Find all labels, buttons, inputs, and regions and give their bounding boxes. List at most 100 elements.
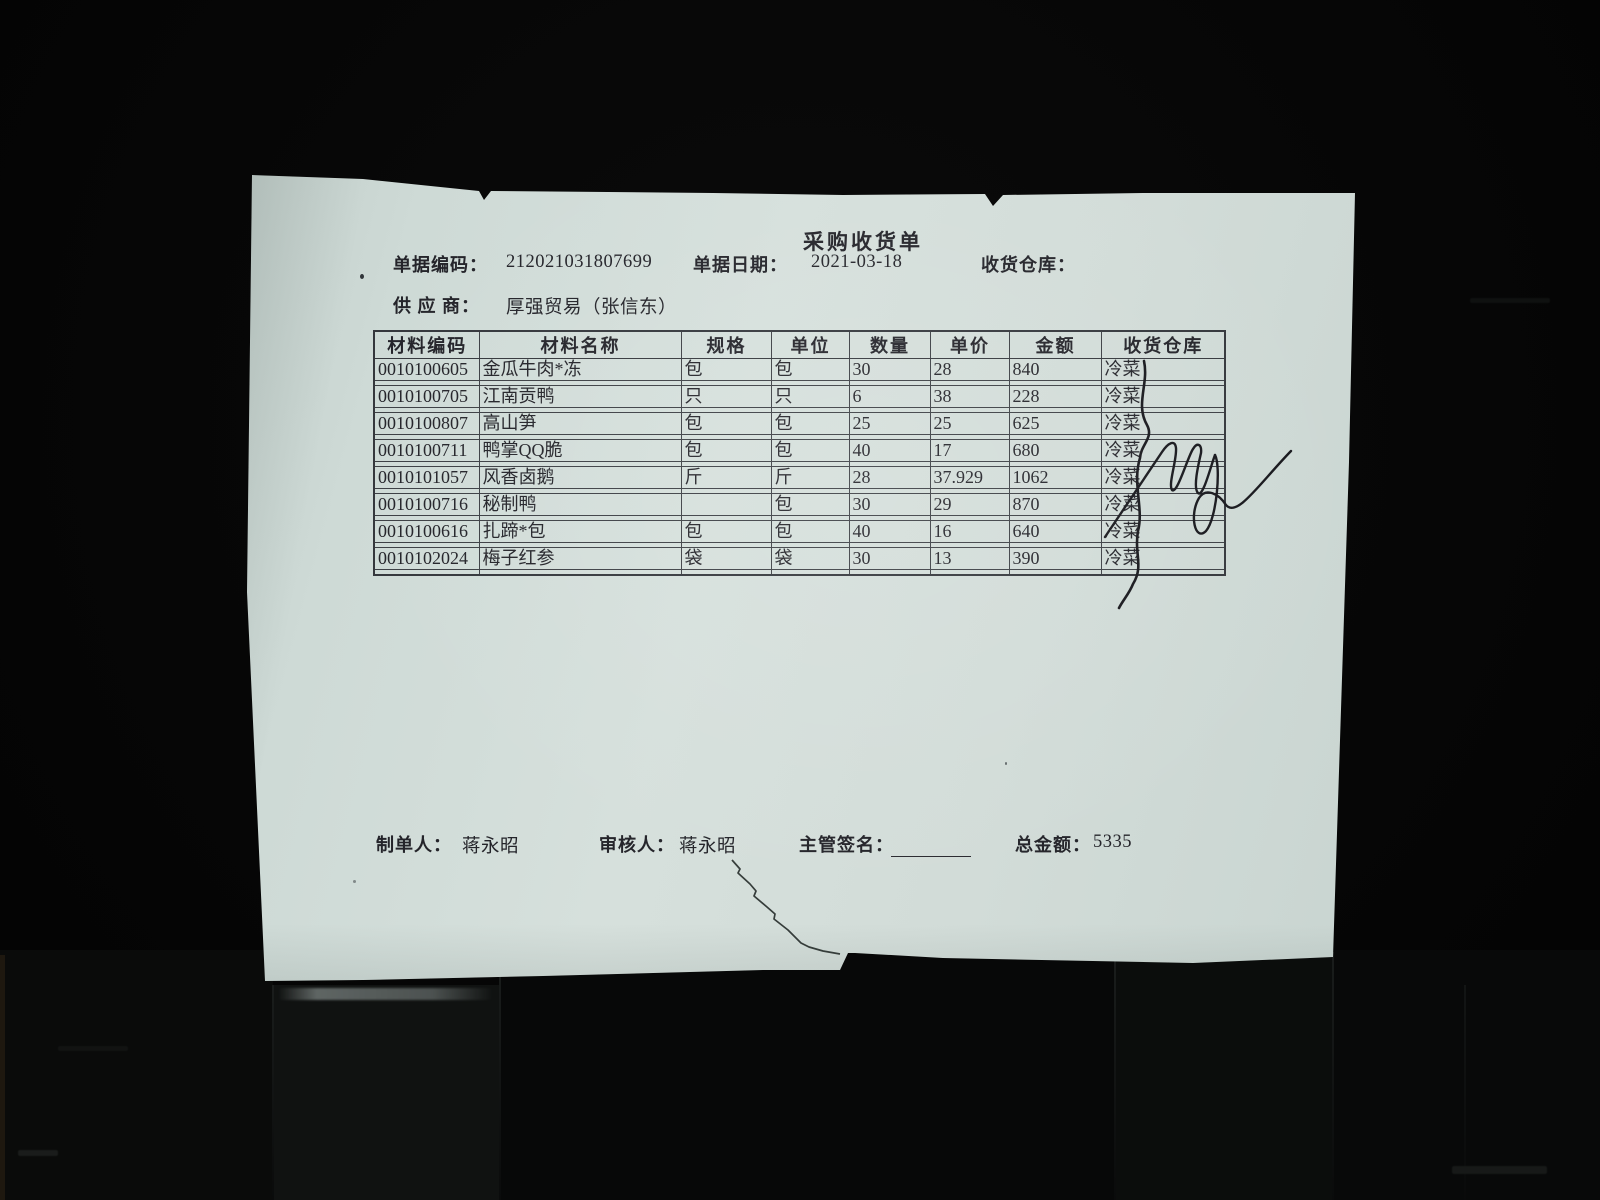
- background-panel: [1333, 950, 1600, 1200]
- doc-title: 采购收货单: [803, 230, 923, 254]
- table-cell: 包: [680, 358, 772, 381]
- maker-label: 制单人：: [376, 835, 452, 855]
- table-cell: 只: [680, 385, 772, 408]
- panel-edge: [1464, 985, 1466, 1200]
- table-cell: 390: [1008, 547, 1102, 570]
- table-cell: 25: [929, 412, 1010, 435]
- column-header: 数量: [848, 330, 931, 359]
- table-cell: 江南贡鸭: [478, 385, 682, 408]
- table-cell: 冷菜: [1100, 385, 1226, 408]
- table-cell: 包: [680, 520, 772, 543]
- table-cell: 28: [848, 466, 931, 489]
- table-cell: 冷菜: [1100, 547, 1226, 570]
- table-cell: 228: [1008, 385, 1102, 408]
- background-edge-sliver: [0, 955, 5, 1200]
- column-header: 材料编码: [373, 330, 480, 359]
- table-cell: 冷菜: [1100, 439, 1226, 462]
- table-cell: 包: [770, 493, 850, 516]
- table-cell: 袋: [770, 547, 850, 570]
- table-cell: 13: [929, 547, 1010, 570]
- background-mark: [58, 1046, 128, 1051]
- column-header: 单位: [770, 330, 850, 359]
- supplier-label: 供 应 商：: [393, 296, 480, 316]
- table-cell: 0010101057: [373, 466, 480, 489]
- table-cell: 梅子红参: [478, 547, 682, 570]
- table-cell: 25: [848, 412, 931, 435]
- table-cell: 包: [770, 439, 850, 462]
- column-header: 规格: [680, 330, 772, 359]
- table-cell: 包: [770, 412, 850, 435]
- column-header: 金额: [1008, 330, 1102, 359]
- table-cell: 0010100705: [373, 385, 480, 408]
- table-cell: 袋: [680, 547, 772, 570]
- table-cell: 840: [1008, 358, 1102, 381]
- table-row: 0010100716 秘制鸭 包 30 29 870 冷菜: [373, 493, 1226, 516]
- table-cell: 冷菜: [1100, 358, 1226, 381]
- table-cell: 37.929: [929, 466, 1010, 489]
- table-cell: 只: [770, 385, 850, 408]
- table-cell: 1062: [1008, 466, 1102, 489]
- signature-blank-line: [891, 838, 971, 857]
- table-cell: 鸭掌QQ脆: [478, 439, 682, 462]
- table-cell: 625: [1008, 412, 1102, 435]
- auditor-value: 蒋永昭: [679, 837, 737, 857]
- signature-ink: [1103, 359, 1293, 610]
- column-header: 材料名称: [478, 330, 682, 359]
- table-header-row: 材料编码 材料名称 规格 单位 数量 单价 金额 收货仓库: [373, 330, 1226, 359]
- table-cell: 冷菜: [1100, 493, 1226, 516]
- panel-edge: [499, 962, 501, 1200]
- background-mark: [1470, 298, 1550, 303]
- table-cell: 640: [1008, 520, 1102, 543]
- table-cell: 0010100711: [373, 439, 480, 462]
- table-cell: 30: [848, 358, 931, 381]
- table-cell: 秘制鸭: [478, 493, 682, 516]
- table-cell: 斤: [680, 466, 772, 489]
- table-cell: 冷菜: [1100, 520, 1226, 543]
- total-value: 5335: [1093, 832, 1132, 852]
- background-panel: [500, 960, 1115, 1200]
- maker-value: 蒋永昭: [462, 837, 520, 857]
- table-cell: 0010102024: [373, 547, 480, 570]
- table-cell: 16: [929, 520, 1010, 543]
- panel-edge: [272, 985, 274, 1200]
- doc-warehouse-label: 收货仓库：: [981, 255, 1076, 275]
- items-table: 材料编码 材料名称 规格 单位 数量 单价 金额 收货仓库 0010100605 金瓜牛肉*冻包包…: [373, 330, 1226, 576]
- receipt-paper: 采购收货单 单据编码： 212021031807699 单据日期： 2021-0…: [247, 175, 1355, 981]
- table-row: 0010100711 鸭掌QQ脆包包 40 17 680 冷菜: [373, 439, 1226, 462]
- background-mark: [18, 1150, 58, 1156]
- table-cell: 0010100807: [373, 412, 480, 435]
- column-header: 收货仓库: [1100, 330, 1226, 359]
- table-cell: 包: [770, 520, 850, 543]
- table-row: 0010100807 高山笋包包 25 25 625 冷菜: [373, 412, 1226, 435]
- row-spacer-line: [373, 569, 1226, 575]
- panel-edge: [1114, 958, 1116, 1200]
- table-cell: 40: [848, 520, 931, 543]
- table-row: 0010100616 扎蹄*包包包 40 16 640 冷菜: [373, 520, 1226, 543]
- table-cell: 包: [680, 439, 772, 462]
- table-cell: 6: [848, 385, 931, 408]
- column-header: 单价: [929, 330, 1010, 359]
- background-panel: [0, 950, 273, 1200]
- table-cell: 金瓜牛肉*冻: [478, 358, 682, 381]
- table-cell: 冷菜: [1100, 412, 1226, 435]
- panel-edge: [1332, 952, 1334, 1200]
- table-cell: 30: [848, 493, 931, 516]
- auditor-label: 审核人：: [599, 835, 675, 855]
- paper-speck: [360, 274, 364, 279]
- table-cell: 28: [929, 358, 1010, 381]
- doc-date-value: 2021-03-18: [811, 252, 903, 272]
- sign-label: 主管签名：: [799, 835, 894, 855]
- table-cell: 30: [848, 547, 931, 570]
- background-panel: [1115, 955, 1333, 1200]
- table-cell: 冷菜: [1100, 466, 1226, 489]
- door-groove-highlight: [278, 988, 493, 1000]
- table-cell: 40: [848, 439, 931, 462]
- background-mark: [1452, 1166, 1547, 1174]
- paper-speck: [353, 880, 356, 883]
- table-cell: 17: [929, 439, 1010, 462]
- table-cell: 0010100605: [373, 358, 480, 381]
- doc-code-value: 212021031807699: [506, 252, 653, 272]
- supplier-value: 厚强贸易（张信东）: [506, 298, 678, 318]
- total-label: 总金额：: [1015, 835, 1091, 855]
